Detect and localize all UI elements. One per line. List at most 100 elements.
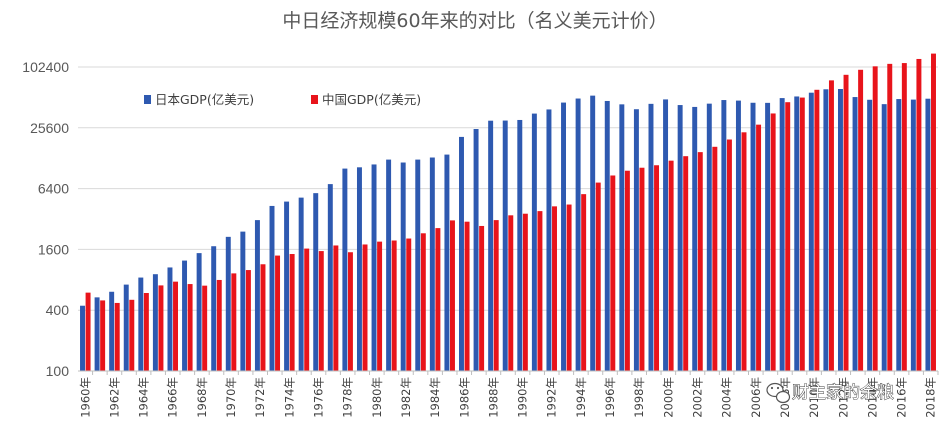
- bar-china: [828, 80, 834, 372]
- bar-japan: [896, 99, 902, 372]
- bar-china: [406, 238, 412, 371]
- bar-japan: [313, 193, 319, 371]
- bar-japan: [721, 100, 727, 372]
- bar-japan: [123, 284, 129, 371]
- bar-japan: [633, 109, 639, 371]
- bar-china: [493, 220, 499, 371]
- x-tick-label: 2012年: [836, 377, 850, 418]
- y-tick-label: 100: [46, 363, 70, 379]
- bar-china: [624, 170, 630, 371]
- y-tick-label: 6400: [38, 181, 69, 197]
- bar-china: [901, 63, 907, 372]
- bar-japan: [604, 100, 610, 371]
- bar-china: [566, 204, 572, 371]
- bar-china: [552, 206, 557, 371]
- bars: [80, 53, 936, 372]
- bar-china: [712, 146, 718, 371]
- bar-china: [931, 53, 936, 372]
- bar-japan: [590, 95, 596, 371]
- bar-china: [202, 285, 208, 371]
- bar-china: [391, 240, 397, 371]
- legend-swatch-china: [311, 95, 318, 104]
- bar-china: [508, 215, 514, 371]
- bar-japan: [80, 305, 85, 371]
- bar-china: [581, 194, 587, 371]
- x-tick-label: 2002年: [690, 377, 704, 418]
- bar-china: [304, 248, 310, 371]
- bar-japan: [794, 96, 800, 372]
- bar-japan: [910, 99, 916, 371]
- bar-japan: [823, 89, 829, 372]
- bar-china: [858, 69, 864, 372]
- bar-china: [537, 211, 543, 371]
- bar-china: [143, 293, 149, 371]
- bar-japan: [269, 205, 275, 371]
- x-axis-ticks: 1960年 1962年 1964年 1966年 1968年 1970年 1972年 1974年…: [78, 371, 939, 418]
- bar-japan: [473, 129, 479, 371]
- bar-japan: [575, 98, 581, 372]
- bar-japan: [240, 231, 246, 371]
- bar-japan: [692, 106, 698, 371]
- x-tick-label: 1978年: [341, 377, 355, 418]
- x-tick-label: 2014年: [865, 377, 879, 418]
- bar-japan: [779, 98, 785, 371]
- bar-japan: [429, 157, 435, 371]
- bar-japan: [488, 120, 494, 371]
- bar-japan: [371, 164, 377, 371]
- bar-japan: [881, 104, 887, 371]
- bar-japan: [211, 246, 217, 371]
- bar-japan: [138, 277, 144, 371]
- bar-china: [814, 89, 820, 372]
- chart-title: 中日经济规模60年来的对比（名义美元计价）: [282, 10, 667, 32]
- bar-china: [872, 66, 878, 372]
- y-tick-label: 102400: [22, 59, 69, 75]
- x-tick-label: 1996年: [603, 377, 617, 418]
- bar-japan: [677, 105, 683, 372]
- legend-swatch-japan: [144, 95, 151, 104]
- bar-china: [595, 182, 601, 371]
- bar-china: [260, 264, 266, 371]
- x-tick-label: 2000年: [661, 377, 675, 418]
- x-tick-label: 1988年: [486, 377, 500, 418]
- bar-japan: [342, 168, 348, 371]
- bar-japan: [546, 109, 552, 371]
- bar-china: [216, 279, 222, 371]
- legend-label-japan: 日本GDP(亿美元): [155, 92, 254, 107]
- bar-japan: [765, 102, 771, 371]
- x-tick-label: 2006年: [749, 377, 763, 418]
- bar-japan: [109, 291, 115, 371]
- bar-japan: [94, 297, 100, 371]
- bar-japan: [517, 119, 523, 372]
- bar-japan: [837, 89, 843, 371]
- bar-china: [726, 139, 732, 371]
- bar-china: [114, 302, 120, 371]
- x-tick-label: 1964年: [137, 377, 151, 418]
- watermark: 财主家的余粮: [766, 383, 894, 403]
- bar-china: [449, 220, 455, 371]
- x-tick-label: 1970年: [224, 377, 238, 418]
- bar-japan: [561, 102, 567, 372]
- bar-japan: [196, 253, 202, 371]
- bar-china: [173, 281, 179, 371]
- x-tick-label: 1984年: [428, 377, 442, 418]
- bar-china: [639, 167, 645, 371]
- bar-china: [756, 124, 762, 371]
- bar-china: [654, 165, 660, 371]
- x-tick-label: 1972年: [253, 377, 267, 418]
- bar-japan: [356, 167, 362, 371]
- bar-china: [187, 284, 193, 371]
- bar-japan: [706, 103, 712, 372]
- x-tick-label: 1974年: [282, 377, 296, 418]
- bar-china: [420, 233, 426, 371]
- bar-china: [697, 152, 703, 371]
- bar-china: [129, 299, 135, 371]
- bar-china: [318, 251, 324, 371]
- bar-japan: [735, 100, 741, 372]
- bar-china: [785, 102, 791, 371]
- bar-japan: [254, 220, 260, 371]
- x-tick-label: 1994年: [574, 377, 588, 418]
- y-tick-label: 25600: [30, 120, 69, 136]
- x-tick-label: 2018年: [924, 377, 938, 418]
- bar-china: [275, 255, 281, 371]
